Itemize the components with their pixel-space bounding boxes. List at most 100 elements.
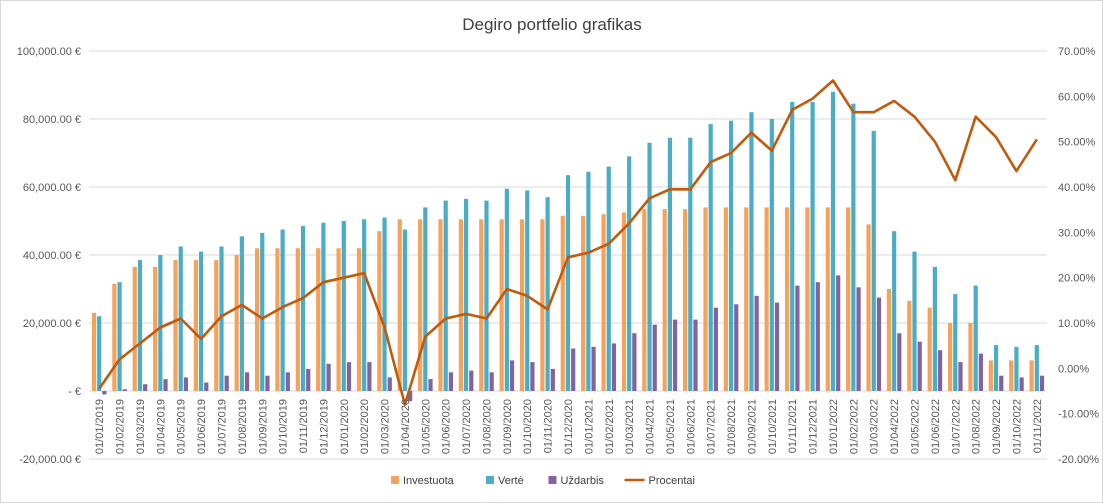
bar-vertė bbox=[423, 207, 428, 391]
x-axis-tick-label: 01/01/2022 bbox=[828, 399, 840, 454]
bar-series bbox=[91, 91, 1045, 402]
bar-uždarbis bbox=[999, 375, 1004, 391]
bar-investuota bbox=[153, 266, 158, 391]
line-procentai bbox=[98, 79, 1038, 406]
x-axis-tick-label: 01/06/2019 bbox=[196, 399, 208, 454]
left-axis-tick-label: - € bbox=[68, 386, 81, 398]
bar-vertė bbox=[260, 232, 265, 391]
bar-uždarbis bbox=[917, 341, 922, 391]
bar-investuota bbox=[642, 209, 647, 391]
bar-investuota bbox=[662, 209, 667, 391]
x-axis-tick-label: 01/05/2019 bbox=[176, 399, 188, 454]
bar-vertė bbox=[871, 130, 876, 391]
x-axis-tick-label: 01/08/2021 bbox=[726, 399, 738, 454]
x-axis-tick-label: 01/01/2020 bbox=[339, 399, 351, 454]
bar-investuota bbox=[112, 283, 117, 391]
right-axis-tick-label: -10.00% bbox=[1058, 409, 1099, 421]
bar-vertė bbox=[892, 231, 897, 391]
bar-investuota bbox=[560, 215, 565, 391]
bar-investuota bbox=[805, 207, 810, 391]
bar-vertė bbox=[137, 260, 143, 391]
legend-swatch bbox=[391, 476, 399, 484]
bar-vertė bbox=[443, 200, 448, 391]
x-axis-tick-label: 01/10/2019 bbox=[278, 399, 290, 454]
bar-uždarbis bbox=[143, 384, 148, 391]
bar-uždarbis bbox=[489, 372, 494, 391]
line-series bbox=[98, 79, 1038, 406]
x-axis-tick-label: 01/05/2020 bbox=[420, 399, 432, 454]
legend-label: Investuota bbox=[403, 475, 455, 487]
bar-vertė bbox=[402, 229, 408, 391]
bar-uždarbis bbox=[326, 363, 331, 391]
bar-vertė bbox=[382, 217, 387, 391]
bar-uždarbis bbox=[958, 362, 963, 391]
bar-vertė bbox=[667, 137, 673, 391]
bar-uždarbis bbox=[224, 375, 229, 391]
right-axis-tick-label: 30.00% bbox=[1058, 227, 1096, 239]
x-axis-tick-label: 01/09/2019 bbox=[257, 399, 269, 454]
bar-uždarbis bbox=[897, 333, 902, 391]
bar-uždarbis bbox=[469, 370, 474, 391]
bar-vertė bbox=[769, 119, 774, 391]
bar-uždarbis bbox=[530, 362, 535, 391]
x-axis-tick-label: 01/12/2019 bbox=[318, 399, 330, 454]
right-axis-tick-label: -20.00% bbox=[1058, 454, 1099, 466]
legend-label: Vertė bbox=[498, 475, 524, 487]
bar-investuota bbox=[173, 260, 178, 391]
bar-investuota bbox=[988, 360, 993, 391]
bar-investuota bbox=[275, 248, 280, 391]
bar-investuota bbox=[682, 209, 688, 391]
bar-investuota bbox=[234, 255, 239, 391]
bar-vertė bbox=[321, 222, 326, 391]
bar-investuota bbox=[723, 207, 728, 391]
x-axis-tick-label: 01/12/2021 bbox=[808, 399, 820, 454]
bar-investuota bbox=[968, 323, 973, 391]
legend-swatch bbox=[548, 476, 557, 484]
bar-vertė bbox=[851, 103, 856, 391]
x-axis-tick-label: 01/04/2021 bbox=[645, 399, 657, 454]
bar-uždarbis bbox=[876, 297, 882, 391]
bar-uždarbis bbox=[632, 333, 637, 391]
x-axis-tick-label: 01/02/2020 bbox=[359, 399, 371, 454]
bar-vertė bbox=[117, 282, 122, 391]
bar-investuota bbox=[744, 207, 749, 391]
bar-vertė bbox=[158, 255, 163, 391]
x-axis-tick-label: 01/03/2022 bbox=[869, 399, 881, 454]
x-axis-tick-label: 01/11/2019 bbox=[298, 399, 310, 453]
bar-uždarbis bbox=[978, 353, 983, 391]
x-axis-tick-label: 01/10/2022 bbox=[1011, 399, 1023, 454]
x-axis-tick-label: 01/02/2019 bbox=[115, 399, 127, 454]
bar-uždarbis bbox=[244, 372, 250, 391]
bar-uždarbis bbox=[693, 319, 698, 391]
bar-uždarbis bbox=[591, 346, 596, 391]
bar-uždarbis bbox=[509, 360, 515, 391]
legend-swatch bbox=[486, 476, 494, 484]
bar-investuota bbox=[519, 219, 525, 391]
bar-vertė bbox=[993, 345, 999, 391]
x-axis-tick-label: 01/07/2019 bbox=[216, 399, 228, 454]
bar-uždarbis bbox=[856, 287, 861, 391]
right-axis-tick-label: 0.00% bbox=[1058, 363, 1089, 375]
bar-uždarbis bbox=[265, 375, 270, 391]
bar-investuota bbox=[91, 312, 97, 391]
bar-uždarbis bbox=[550, 368, 555, 391]
bar-vertė bbox=[790, 102, 795, 391]
bar-vertė bbox=[810, 102, 815, 391]
x-axis-tick-label: 01/01/2021 bbox=[583, 399, 595, 454]
bar-uždarbis bbox=[285, 372, 290, 391]
x-axis-tick-label: 01/03/2020 bbox=[380, 399, 392, 454]
bar-investuota bbox=[621, 212, 627, 391]
bar-vertė bbox=[728, 120, 734, 391]
x-axis-tick-label: 01/01/2019 bbox=[94, 399, 106, 454]
bar-vertė bbox=[586, 171, 591, 391]
bar-vertė bbox=[973, 285, 978, 391]
x-axis-tick-label: 01/09/2021 bbox=[746, 399, 758, 454]
bar-uždarbis bbox=[652, 324, 657, 391]
right-axis-ticks: -20.00% -10.00% 0.00% 10.00% 20.00% 30.00% 40.… bbox=[1058, 46, 1099, 466]
left-axis-tick-label: 20,000.00 € bbox=[23, 318, 81, 330]
bar-investuota bbox=[846, 207, 851, 391]
chart-title: Degiro portfelio grafikas bbox=[462, 15, 642, 34]
bar-investuota bbox=[418, 219, 423, 391]
legend-label: Procentai bbox=[649, 475, 695, 487]
bar-uždarbis bbox=[183, 377, 189, 391]
